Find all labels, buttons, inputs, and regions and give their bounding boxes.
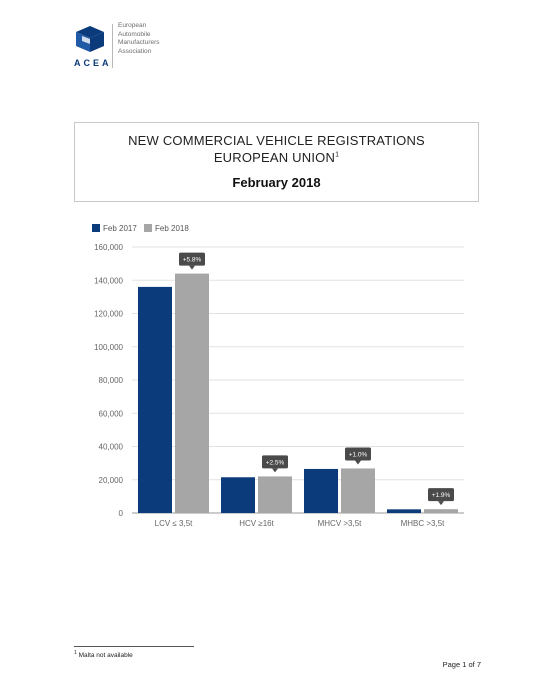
bar: [138, 286, 172, 513]
change-annotation-label: +1.9%: [432, 492, 451, 499]
change-annotation-pointer: [355, 460, 361, 465]
y-tick-label: 120,000: [94, 310, 123, 319]
y-tick-label: 60,000: [99, 409, 124, 418]
title-line-2: EUROPEAN UNION1: [75, 150, 478, 165]
change-annotation-label: +5.8%: [183, 257, 202, 264]
y-tick-label: 80,000: [99, 376, 124, 385]
y-tick-label: 100,000: [94, 343, 123, 352]
footnote-text: Malta not available: [78, 652, 133, 660]
logo-divider: [112, 24, 113, 68]
x-tick-label: MHBC >3,5t: [401, 519, 446, 528]
logo-name: European Automobile Manufacturers Associ…: [118, 22, 160, 56]
x-tick-label: LCV ≤ 3,5t: [155, 519, 194, 528]
footnote-rule: [74, 646, 194, 647]
acea-logo-icon: [76, 26, 104, 52]
y-tick-label: 40,000: [99, 443, 124, 452]
legend-swatch: [144, 224, 152, 232]
footnote-marker: 1: [74, 650, 77, 656]
x-tick-label: HCV ≥16t: [239, 519, 274, 528]
logo-name-line: Automobile: [118, 30, 151, 38]
bar: [304, 468, 338, 513]
page-subtitle: February 2018: [232, 175, 321, 190]
change-annotation-box: [345, 447, 371, 461]
legend-swatch: [92, 224, 100, 232]
change-annotation-pointer: [189, 265, 195, 270]
y-tick-label: 160,000: [94, 243, 123, 252]
bar: [387, 509, 421, 513]
acea-logo: ACEA European Automobile Manufacturers A…: [74, 22, 194, 82]
footnote-marker: 1: [335, 151, 340, 159]
change-annotation-pointer: [438, 501, 444, 506]
title-box: NEW COMMERCIAL VEHICLE REGISTRATIONS EUR…: [74, 122, 479, 202]
y-tick-label: 20,000: [99, 476, 124, 485]
y-tick-label: 140,000: [94, 276, 123, 285]
page-number: Page 1 of 7: [442, 660, 481, 669]
bar: [175, 273, 209, 513]
legend-label: Feb 2018: [155, 224, 189, 233]
logo-name-line: Association: [118, 47, 152, 55]
bar: [258, 476, 292, 513]
change-annotation-label: +2.5%: [266, 459, 285, 466]
x-tick-label: MHCV >3,5t: [318, 519, 363, 528]
bar: [341, 468, 375, 513]
logo-name-line: Manufacturers: [118, 39, 160, 47]
title-line-1: NEW COMMERCIAL VEHICLE REGISTRATIONS: [128, 133, 425, 148]
logo-acronym: ACEA: [74, 58, 112, 68]
logo-name-line: European: [118, 22, 147, 29]
title-line-2-text: EUROPEAN UNION: [213, 150, 336, 165]
change-annotation-box: [428, 488, 454, 502]
bar: [221, 477, 255, 513]
y-tick-label: 0: [119, 509, 124, 518]
change-annotation-box: [262, 455, 288, 469]
bar: [424, 509, 458, 513]
change-annotation-pointer: [272, 468, 278, 473]
change-annotation-box: [179, 252, 205, 266]
legend-label: Feb 2017: [103, 224, 137, 233]
bar-chart-svg: Feb 2017 Feb 2018 0 20,000 40,000 60,000 80,00…: [92, 224, 464, 528]
footnote: 1 Malta not available: [74, 650, 133, 659]
change-annotation-label: +1.0%: [349, 451, 368, 458]
bar-chart: Feb 2017 Feb 2018 0 20,000 40,000 60,000 80,00…: [80, 215, 480, 535]
